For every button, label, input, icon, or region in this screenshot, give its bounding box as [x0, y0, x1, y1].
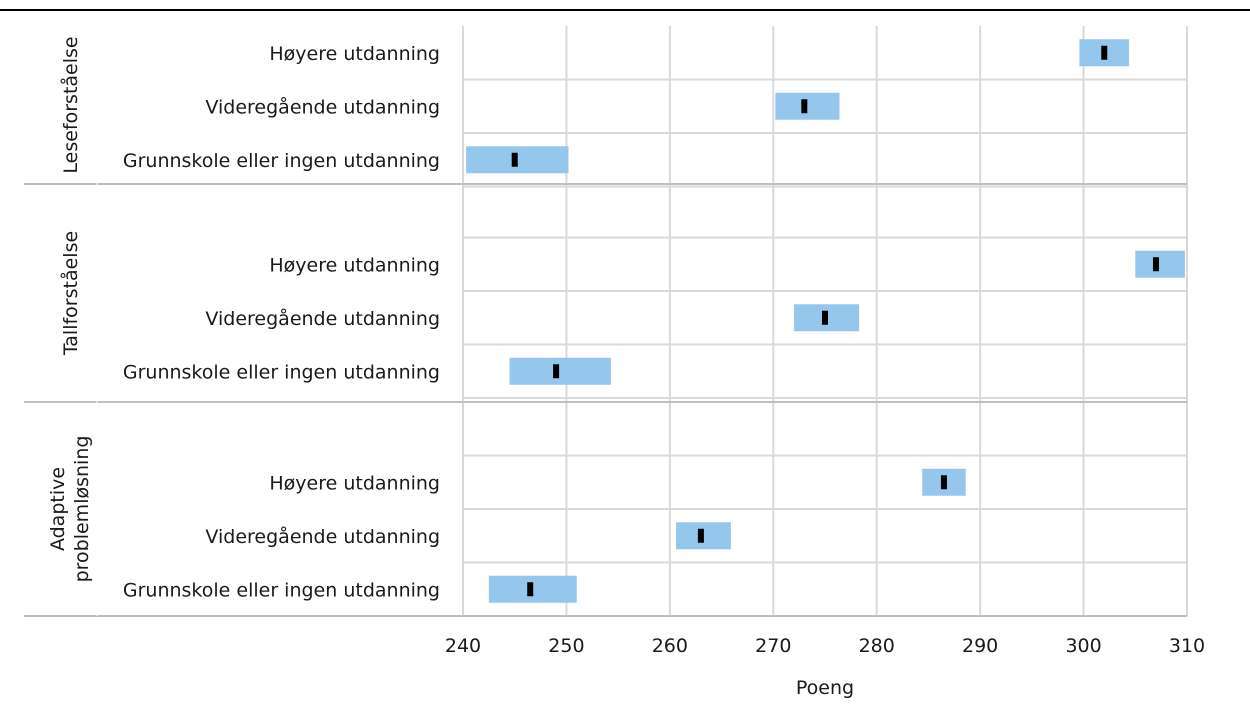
group-label: Tallforståelse [59, 231, 82, 356]
estimate-marker [940, 475, 947, 490]
category-label: Grunnskole eller ingen utdanning [123, 150, 440, 172]
x-tick-label: 310 [1169, 635, 1205, 657]
x-axis-title: Poeng [796, 677, 854, 699]
category-label: Videregående utdanning [205, 307, 440, 330]
x-tick-label: 280 [859, 635, 895, 657]
x-tick-label: 250 [548, 635, 584, 657]
estimate-marker [527, 582, 534, 597]
category-label: Høyere utdanning [269, 43, 440, 65]
confidence-bar [775, 92, 840, 120]
x-tick-label: 240 [445, 635, 481, 657]
category-label: Videregående utdanning [205, 95, 440, 118]
x-tick-label: 270 [755, 635, 791, 657]
group-label: Adaptive problemløsning [47, 436, 93, 583]
estimate-marker [822, 310, 828, 325]
estimate-marker [511, 152, 518, 167]
x-tick-label: 300 [1065, 635, 1101, 657]
estimate-marker [801, 99, 808, 114]
estimate-marker [1152, 257, 1159, 272]
category-label: Høyere utdanning [269, 472, 440, 494]
estimate-marker [553, 364, 560, 379]
category-label: Grunnskole eller ingen utdanning [123, 579, 440, 601]
group-label: Leseforståelse [59, 36, 82, 173]
category-label: Videregående utdanning [205, 525, 440, 548]
category-label: Høyere utdanning [269, 254, 440, 276]
category-label: Grunnskole eller ingen utdanning [123, 361, 440, 383]
x-tick-label: 260 [652, 635, 688, 657]
x-tick-label: 290 [962, 635, 998, 657]
confidence-bar [509, 357, 611, 385]
group-label-line: problemløsning [71, 436, 93, 583]
estimate-marker [697, 528, 704, 543]
confidence-bar [1135, 250, 1185, 278]
group-label-line: Adaptive [47, 467, 69, 551]
estimate-marker [1101, 45, 1108, 60]
